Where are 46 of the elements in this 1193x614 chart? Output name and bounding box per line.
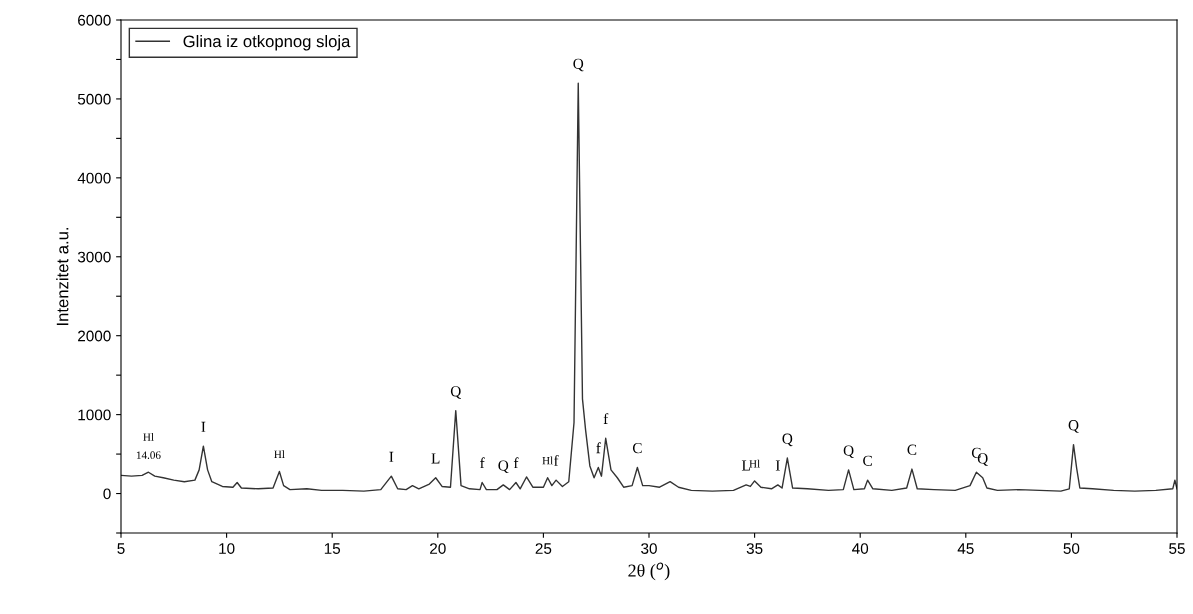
- annotation: C: [632, 443, 642, 454]
- annotation: I: [389, 451, 394, 462]
- y-tick-label: 5000: [77, 93, 111, 105]
- annotation: f: [513, 457, 519, 469]
- x-tick-label: 5: [117, 543, 125, 554]
- y-tick-label: 2000: [78, 330, 111, 342]
- annotation: L: [741, 460, 750, 471]
- y-tick-label: 0: [103, 488, 111, 500]
- annotation: f: [603, 413, 609, 424]
- annotation: L: [431, 453, 440, 464]
- annotation: Q: [843, 445, 854, 458]
- annotation: I: [201, 421, 206, 432]
- x-tick-label: 45: [957, 543, 974, 554]
- x-tick-label: 15: [324, 543, 341, 554]
- annotation: Q: [573, 58, 584, 72]
- annotation: f: [480, 457, 485, 469]
- x-tick-label: 30: [641, 543, 657, 554]
- x-tick-label: 50: [1063, 543, 1080, 554]
- annotation: Q: [1068, 420, 1079, 433]
- annotation: Hl: [542, 456, 553, 465]
- annotation: 14.06: [136, 451, 161, 459]
- y-tick-label: 3000: [77, 251, 111, 263]
- annotation: Q: [450, 386, 462, 399]
- annotation: Hl: [274, 450, 285, 458]
- x-tick-label: 20: [430, 543, 446, 554]
- y-axis-title: Intenzitet a.u.: [56, 227, 69, 325]
- x-tick-label: 35: [746, 543, 763, 554]
- x-tick-label: 55: [1169, 543, 1185, 554]
- annotation: C: [907, 444, 917, 455]
- x-axis-title: 2θ ($^{o}$): [628, 562, 670, 581]
- annotation: Q: [782, 433, 793, 447]
- annotation: Hl: [749, 459, 760, 468]
- annotation: f: [596, 442, 601, 454]
- y-tick-label: 6000: [78, 14, 111, 26]
- annotation: Hl: [143, 432, 154, 441]
- x-tick-label: 25: [535, 543, 552, 554]
- annotation: C: [863, 455, 872, 466]
- y-tick-label: 4000: [77, 172, 111, 184]
- x-tick-label: 10: [219, 543, 235, 554]
- x-tick-label: 40: [852, 543, 869, 554]
- y-tick-label: 1000: [78, 409, 111, 421]
- annotation: Q: [498, 460, 509, 473]
- annotation: f: [554, 455, 559, 466]
- line-series: [121, 82, 1177, 492]
- legend-label: Glina iz otkopnog sloja: [183, 35, 351, 51]
- annotation: I: [775, 460, 780, 471]
